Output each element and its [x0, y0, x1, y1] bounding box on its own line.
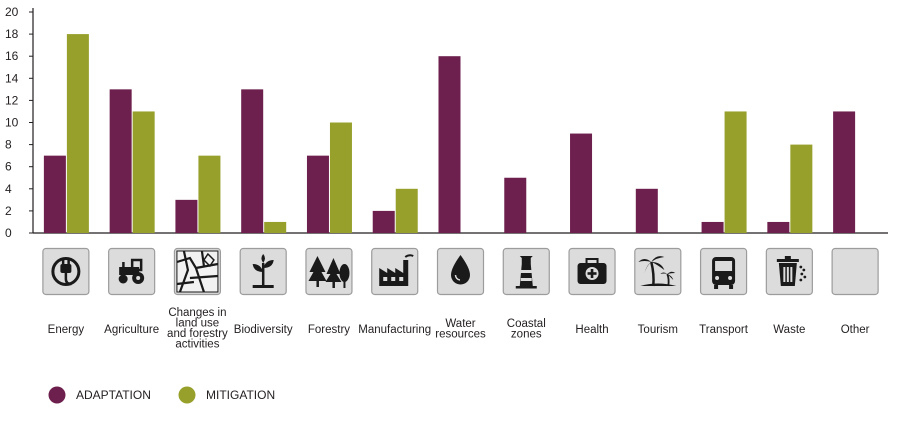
category-label: Waste — [773, 324, 805, 336]
category-label: Agriculture — [104, 324, 159, 336]
y-tick-label: 0 — [5, 226, 12, 240]
bar-adaptation-biodiversity — [241, 89, 264, 233]
blank-icon — [831, 247, 879, 296]
lighthouse-icon — [502, 247, 550, 296]
bar-adaptation-other — [833, 111, 856, 233]
category-label: Water — [445, 318, 475, 330]
bar-mitigation-changes-in-land-use-and-forestry-activities — [198, 155, 221, 233]
y-tick-label: 20 — [5, 5, 19, 19]
bar-adaptation-manufacturing — [372, 210, 395, 233]
bar-mitigation-waste — [790, 144, 813, 233]
bar-mitigation-transport — [724, 111, 747, 233]
bar-mitigation-agriculture — [132, 111, 155, 233]
bar-adaptation-water-resources — [438, 56, 461, 234]
trash-can-icon — [765, 247, 813, 296]
category-label: Coastal — [507, 318, 546, 330]
category-label: Energy — [48, 324, 85, 336]
category-label: zones — [511, 329, 542, 341]
trees-icon — [305, 247, 353, 296]
map-icon — [173, 247, 222, 296]
category-label: activities — [175, 339, 219, 351]
bar-mitigation-energy — [66, 34, 89, 233]
category-label: Tourism — [638, 324, 678, 336]
bar-mitigation-manufacturing — [395, 188, 418, 233]
factory-icon — [371, 247, 419, 296]
bar-adaptation-changes-in-land-use-and-forestry-activities — [175, 199, 198, 233]
legend-swatch-adaptation — [48, 386, 66, 404]
category-label: and forestry — [167, 328, 228, 340]
bar-mitigation-forestry — [329, 122, 352, 233]
y-tick-label: 18 — [5, 27, 19, 41]
y-tick-label: 6 — [5, 160, 12, 174]
plug-icon — [42, 247, 90, 296]
plant-icon — [239, 247, 287, 296]
category-label: Health — [575, 324, 608, 336]
bar-adaptation-energy — [43, 155, 66, 233]
y-tick-label: 2 — [5, 204, 12, 218]
legend-label-adaptation: ADAPTATION — [76, 388, 151, 402]
category-label: Transport — [699, 324, 749, 336]
bar-adaptation-health — [570, 133, 593, 233]
legend-label-mitigation: MITIGATION — [206, 388, 275, 402]
palm-tree-icon — [634, 247, 682, 296]
tractor-icon — [108, 247, 156, 296]
bus-icon — [699, 247, 748, 296]
bar-adaptation-coastal-zones — [504, 177, 527, 233]
water-drop-icon — [436, 247, 485, 296]
chart-legend: ADAPTATION MITIGATION — [48, 386, 275, 404]
legend-swatch-mitigation — [178, 386, 196, 404]
y-tick-label: 14 — [5, 71, 19, 85]
bar-adaptation-transport — [701, 221, 724, 233]
y-tick-label: 8 — [5, 138, 12, 152]
chart-bars — [43, 34, 856, 234]
bar-adaptation-tourism — [635, 188, 658, 233]
category-label: resources — [435, 329, 486, 341]
category-label: Other — [841, 324, 870, 336]
first-aid-kit-icon — [568, 247, 616, 296]
y-tick-label: 10 — [5, 116, 19, 130]
category-label: land use — [176, 318, 219, 330]
y-tick-label: 4 — [5, 182, 12, 196]
y-tick-label: 12 — [5, 93, 19, 107]
bar-mitigation-biodiversity — [264, 221, 287, 233]
bar-adaptation-agriculture — [109, 89, 132, 233]
category-label: Manufacturing — [358, 324, 431, 336]
bar-adaptation-waste — [767, 221, 790, 233]
bar-adaptation-forestry — [306, 155, 329, 233]
category-icons — [42, 247, 879, 296]
category-label: Forestry — [308, 324, 350, 336]
category-label: Biodiversity — [234, 324, 293, 336]
y-tick-label: 16 — [5, 49, 19, 63]
category-label: Changes in — [168, 307, 226, 319]
